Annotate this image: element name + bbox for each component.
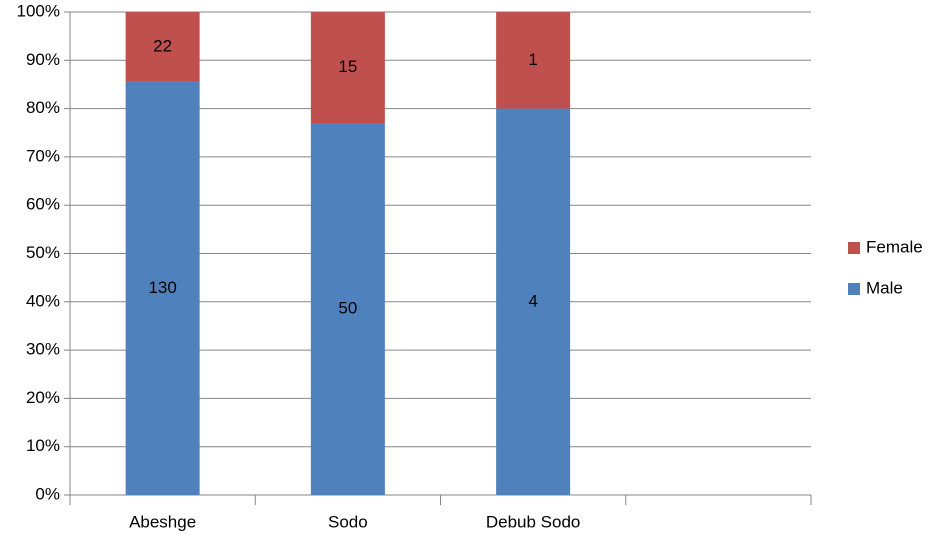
data-label: 1 <box>528 50 537 69</box>
y-tick-label: 20% <box>26 388 60 407</box>
y-tick-label: 90% <box>26 50 60 69</box>
legend-swatch <box>848 283 860 295</box>
y-tick-label: 30% <box>26 340 60 359</box>
y-tick-label: 0% <box>35 484 60 503</box>
bar-segment <box>310 12 385 124</box>
y-tick-label: 50% <box>26 243 60 262</box>
y-tick-label: 40% <box>26 291 60 310</box>
bar-segment <box>310 123 385 495</box>
legend-swatch <box>848 242 860 254</box>
x-tick-label: Debub Sodo <box>486 512 581 531</box>
legend-label: Male <box>866 278 903 297</box>
y-tick-label: 60% <box>26 195 60 214</box>
data-label: 22 <box>153 36 172 55</box>
data-label: 50 <box>338 299 357 318</box>
data-label: 4 <box>528 291 537 310</box>
bar-segment <box>125 81 200 495</box>
y-tick-label: 100% <box>17 1 60 20</box>
bar-segment <box>496 108 571 495</box>
bar-segment <box>496 12 571 109</box>
bar-segment <box>125 12 200 82</box>
legend-label: Female <box>866 237 923 256</box>
y-tick-label: 80% <box>26 98 60 117</box>
y-tick-label: 70% <box>26 146 60 165</box>
data-label: 15 <box>338 57 357 76</box>
data-label: 130 <box>148 278 176 297</box>
x-tick-label: Abeshge <box>129 512 196 531</box>
y-tick-label: 10% <box>26 436 60 455</box>
x-tick-label: Sodo <box>328 512 368 531</box>
